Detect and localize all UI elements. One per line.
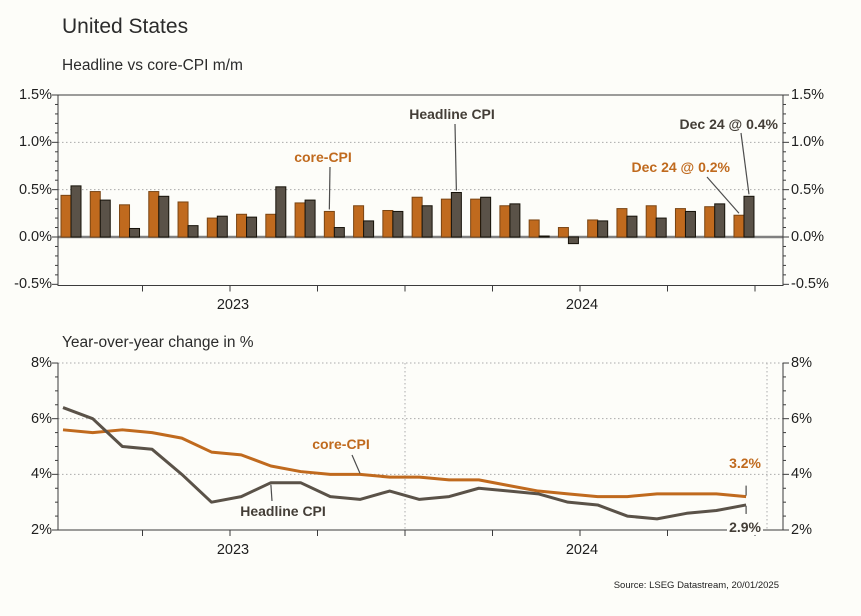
core-cpi-bar [470,198,482,238]
y-tick-label-left: 2% [31,522,52,538]
headline-cpi-bar [99,199,111,238]
annotation-label: core-CPI [294,149,352,165]
headline-cpi-bar [363,220,375,238]
core-cpi-bar [177,201,189,238]
core-cpi-bar [587,219,599,238]
core-cpi-bar [119,204,131,238]
core-cpi-line [62,428,747,499]
annotation-leader-line [706,176,740,214]
headline-cpi-bar [216,215,228,238]
annotation-label: Headline CPI [240,503,326,519]
y-tick-label-left: 4% [31,466,52,483]
headline-cpi-bar [304,199,316,238]
core-cpi-bar [323,210,335,238]
y-tick-label-right: 0.5% [791,181,825,198]
core-cpi-bar [499,205,511,238]
annotation-leader-line [351,454,361,474]
core-cpi-bar [382,209,394,238]
y-tick-label-right: -0.5% [791,276,829,293]
y-tick-label-right: 0.0% [791,229,825,245]
headline-cpi-bar [567,236,579,245]
core-cpi-bar [411,196,423,238]
y-tick-label-left: 0.5% [18,181,52,198]
core-cpi-bar [294,202,306,238]
headline-cpi-bar [187,225,199,238]
core-cpi-bar [236,213,248,238]
headline-cpi-bar [626,215,638,238]
headline-cpi-bar [655,217,667,238]
headline-cpi-bar [450,192,462,238]
bar-chart-title: Headline vs core-CPI m/m [62,57,243,74]
headline-cpi-bar [538,235,550,238]
annotation-label: Dec 24 @ 0.2% [631,159,731,175]
y-tick-label-left: 0.0% [18,229,52,245]
line-end-value-label: 2.9% [727,519,763,535]
headline-cpi-bar [70,185,82,238]
y-tick-label-right: 1.0% [791,134,825,151]
core-cpi-bar [265,213,277,238]
headline-cpi-bar [684,210,696,238]
annotation-leader-line [454,123,457,191]
headline-cpi-bar [246,216,258,238]
headline-cpi-bar [158,195,170,238]
annotation-leader-line [270,484,273,502]
x-year-label: 2024 [565,297,599,313]
core-cpi-bar [60,194,72,238]
core-cpi-bar [616,208,628,238]
headline-cpi-bar [275,186,287,238]
y-tick-label-right: 1.5% [791,86,825,103]
y-tick-label-right: 2% [791,522,812,538]
headline-cpi-bar [392,210,404,238]
y-tick-label-left: 8% [31,355,52,372]
headline-cpi-bar [714,203,726,238]
annotation-leader-line [328,166,331,210]
core-cpi-bar [148,191,160,238]
annotation-label: core-CPI [312,436,370,452]
y-tick-label-right: 4% [791,466,812,483]
headline-cpi-bar [480,196,492,238]
y-tick-label-left: -0.5% [14,276,52,293]
headline-cpi-bar [421,205,433,238]
core-cpi-bar [645,205,657,238]
headline-cpi-bar [743,195,755,238]
y-tick-label-left: 1.0% [18,134,52,151]
x-year-label: 2023 [216,542,250,558]
source-note: Source: LSEG Datastream, 20/01/2025 [613,580,779,591]
annotation-leader-line [740,132,750,195]
x-year-label: 2023 [216,297,250,313]
core-cpi-bar [528,219,540,238]
y-tick-label-left: 1.5% [18,86,52,103]
headline-cpi-bar [597,220,609,238]
annotation-label: Dec 24 @ 0.4% [679,116,779,132]
core-cpi-bar [557,227,569,238]
headline-cpi-bar [129,227,141,238]
y-tick-label-left: 6% [31,410,52,427]
headline-cpi-bar [333,227,345,238]
line-chart-title: Year-over-year change in % [62,334,254,351]
y-tick-label-right: 8% [791,355,812,372]
headline-cpi-line [62,406,747,521]
bar-plot-frame [57,94,784,286]
core-cpi-bar [353,205,365,238]
core-cpi-bar [674,208,686,238]
core-cpi-bar [704,206,716,238]
page-title: United States [62,15,189,38]
line-end-value-label: 3.2% [727,455,763,471]
x-year-label: 2024 [565,542,599,558]
core-cpi-bar [440,198,452,238]
core-cpi-bar [733,214,745,238]
annotation-label: Headline CPI [409,106,495,122]
headline-cpi-bar [509,203,521,238]
core-cpi-bar [89,191,101,238]
y-tick-label-right: 6% [791,410,812,427]
core-cpi-bar [206,217,218,238]
